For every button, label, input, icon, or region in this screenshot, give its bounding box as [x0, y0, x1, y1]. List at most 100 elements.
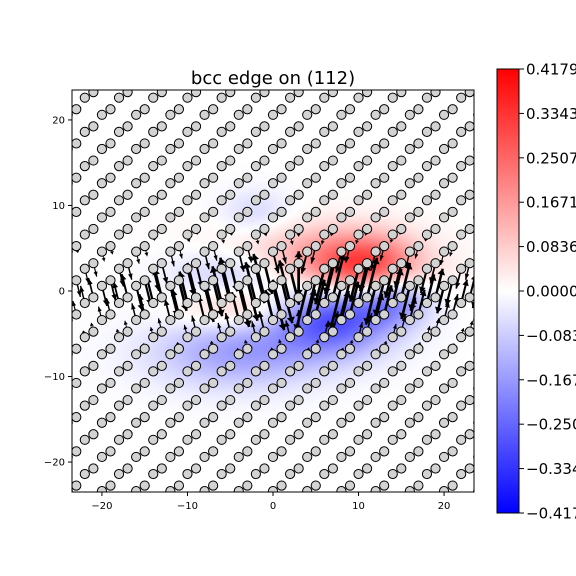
atom-marker [447, 172, 458, 183]
atom-marker [233, 143, 244, 155]
atom-marker [242, 206, 253, 217]
atom-marker [413, 206, 424, 217]
atom-marker [148, 366, 159, 377]
atom-marker [88, 429, 99, 440]
atom-marker [182, 161, 193, 172]
atom-marker [173, 377, 185, 389]
atom-marker [293, 463, 304, 474]
atom-marker [302, 383, 313, 394]
atom-marker [396, 463, 407, 474]
atom-marker [327, 121, 338, 132]
atom-marker [456, 161, 467, 172]
atom-marker [173, 240, 185, 252]
atom-marker [336, 143, 347, 155]
atom-marker [113, 468, 125, 480]
atom-marker [430, 223, 441, 235]
atom-marker [122, 463, 133, 474]
atom-marker [250, 263, 261, 274]
atom-marker [361, 463, 373, 474]
atom-marker [447, 343, 458, 354]
atom-marker [464, 429, 474, 440]
atom-marker [319, 126, 330, 138]
atom-marker [216, 297, 227, 309]
atom-marker [182, 366, 193, 377]
atom-marker [148, 92, 159, 103]
atom-marker [88, 463, 99, 474]
atom-marker [182, 263, 193, 274]
atom-marker [285, 468, 296, 480]
atom-marker [353, 92, 364, 103]
atom-marker [353, 434, 364, 445]
x-tick-label: −10 [177, 501, 198, 512]
atom-marker [421, 263, 433, 274]
atom-marker [105, 240, 116, 252]
atom-marker [182, 468, 193, 480]
atom-marker [336, 212, 347, 223]
atom-marker [96, 109, 108, 120]
atom-marker [96, 143, 108, 155]
atom-marker [233, 314, 244, 326]
atom-marker [113, 92, 125, 103]
atom-marker [225, 90, 236, 98]
colorbar-tick-label: 0.0000 [526, 283, 576, 301]
atom-marker [88, 121, 99, 132]
atom-marker [430, 360, 441, 371]
atom-marker [285, 229, 296, 240]
atom-marker [473, 488, 474, 492]
atom-marker [165, 383, 176, 394]
atom-marker [72, 248, 73, 255]
atom-marker [319, 92, 330, 103]
atom-marker [370, 314, 381, 326]
atom-marker [165, 109, 176, 120]
atom-marker [113, 263, 125, 274]
atom-marker [353, 297, 364, 309]
atom-marker [113, 229, 125, 240]
atom-marker [327, 223, 338, 235]
atom-marker [182, 332, 193, 343]
atom-marker [319, 434, 330, 445]
atom-marker [473, 283, 474, 289]
atom-marker [456, 332, 467, 343]
atom-marker [267, 246, 279, 257]
atom-marker [361, 326, 373, 337]
atom-marker [336, 383, 347, 394]
atom-marker [344, 412, 356, 423]
atom-marker [88, 90, 99, 98]
atom-marker [259, 292, 270, 303]
atom-marker [216, 434, 227, 445]
atom-marker [242, 275, 253, 286]
atom-marker [122, 429, 133, 440]
atom-marker [156, 429, 167, 440]
atom-marker [421, 366, 433, 377]
atom-marker [267, 280, 279, 291]
atom-marker [396, 258, 407, 269]
atom-marker [370, 417, 381, 428]
atom-marker [387, 126, 398, 138]
atom-marker [276, 138, 287, 149]
atom-marker [456, 92, 467, 103]
atom-marker [473, 419, 474, 426]
atom-marker [259, 258, 270, 269]
displacement-arrow [314, 279, 328, 315]
atom-marker [139, 412, 150, 423]
atom-marker [379, 206, 390, 217]
atom-marker [413, 240, 424, 252]
atom-marker [156, 463, 167, 474]
atom-marker [344, 309, 356, 320]
atom-marker [310, 172, 321, 183]
atom-marker [131, 109, 142, 120]
atom-marker [267, 314, 279, 326]
x-tick-label: −20 [91, 501, 112, 512]
atom-marker [131, 246, 142, 257]
atom-marker [473, 248, 474, 255]
atom-marker [361, 429, 373, 440]
atom-marker [88, 258, 99, 269]
atom-marker [456, 468, 467, 480]
atom-marker [165, 314, 176, 326]
atom-marker [413, 412, 424, 423]
atom-marker [276, 343, 287, 354]
atom-marker [148, 297, 159, 309]
atom-marker [379, 446, 390, 457]
atom-marker [259, 121, 270, 132]
atom-marker [438, 109, 450, 120]
